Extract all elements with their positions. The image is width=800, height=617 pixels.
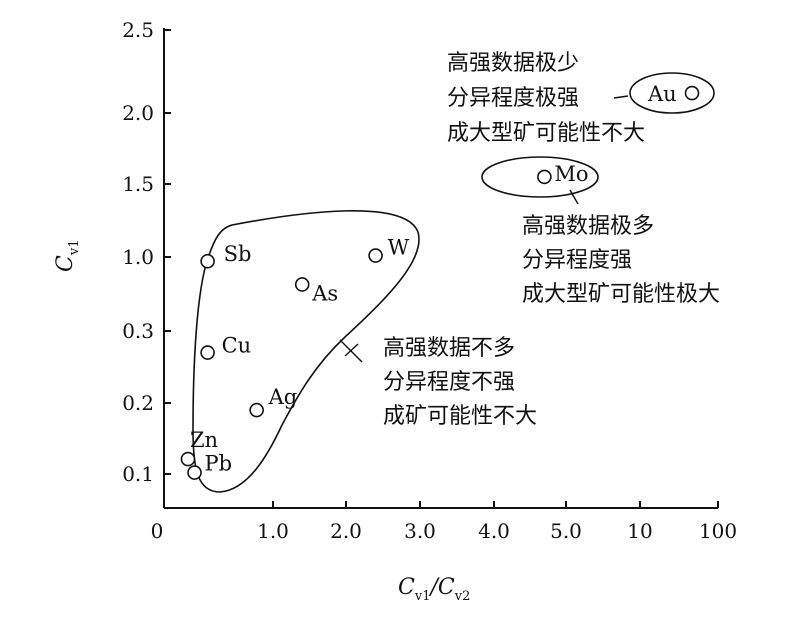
y-axis-label-sub: v1 xyxy=(67,240,82,257)
x-tick-label-4-0: 4.0 xyxy=(478,519,510,543)
annotation-rest-line-2: 分异程度不强 xyxy=(383,370,515,395)
y-tick-label-0-1: 0.1 xyxy=(122,462,154,486)
data-label-zn: Zn xyxy=(190,428,218,452)
data-label-mo: Mo xyxy=(554,162,588,186)
mo-enclosure xyxy=(481,156,599,198)
annotation-rest-line-3: 成矿可能性不大 xyxy=(383,404,537,429)
x-axis-label-slash: /C xyxy=(428,575,454,600)
data-label-pb: Pb xyxy=(205,452,233,476)
data-label-au: Au xyxy=(647,82,677,106)
data-point-zn xyxy=(180,451,196,467)
enclosures xyxy=(192,72,715,493)
data-label-ag: Ag xyxy=(268,385,298,409)
data-point-au xyxy=(684,85,700,101)
x-tick-label-10: 10 xyxy=(627,519,652,543)
main-group-enclosure xyxy=(192,209,420,493)
y-tick-label-0-3: 0.3 xyxy=(122,319,154,343)
y-axis-ticks: 0.1 0.2 0.3 1.0 1.5 2.0 2.5 xyxy=(122,18,171,486)
leader-lines xyxy=(339,95,629,363)
x-axis-label: Cv1/Cv2 xyxy=(398,575,470,604)
y-axis-label: Cv1 xyxy=(53,240,82,272)
data-label-sb: Sb xyxy=(224,242,252,266)
annotation-mo: 高强数据极多 分异程度强 成大型矿可能性极大 xyxy=(522,214,720,307)
data-label-as: As xyxy=(311,281,338,305)
y-tick-label-2-0: 2.0 xyxy=(122,101,154,125)
x-tick-label-100: 100 xyxy=(699,519,737,543)
x-tick-label-3-0: 3.0 xyxy=(404,519,436,543)
x-tick-label-5-0: 5.0 xyxy=(550,519,582,543)
au-leader-line xyxy=(613,95,629,99)
data-point-w xyxy=(368,248,383,263)
annotation-mo-line-3: 成大型矿可能性极大 xyxy=(522,282,720,307)
annotation-au-line-2: 分异程度极强 xyxy=(447,86,579,111)
x-tick-label-0: 0 xyxy=(151,519,164,543)
annotation-mo-line-2: 分异程度强 xyxy=(522,248,632,273)
data-point-as xyxy=(294,277,310,292)
rest-leader-line-2 xyxy=(344,343,359,357)
x-tick-label-1-0: 1.0 xyxy=(257,519,289,543)
data-point-ag xyxy=(249,402,264,418)
annotation-mo-line-1: 高强数据极多 xyxy=(522,214,654,239)
mo-leader-line xyxy=(569,189,579,205)
x-tick-label-2-0: 2.0 xyxy=(330,519,362,543)
y-tick-label-0-2: 0.2 xyxy=(122,391,154,415)
annotation-rest-line-1: 高强数据不多 xyxy=(383,336,515,361)
au-enclosure xyxy=(629,72,715,114)
y-tick-label-1-0: 1.0 xyxy=(122,245,154,269)
annotation-au-line-3: 成大型矿可能性不大 xyxy=(447,121,645,146)
annotation-au: 高强数据极少 分异程度极强 成大型矿可能性不大 xyxy=(447,51,645,146)
data-label-w: W xyxy=(388,236,410,260)
data-point-cu xyxy=(200,345,215,360)
annotation-au-line-1: 高强数据极少 xyxy=(447,51,579,76)
data-point-mo xyxy=(537,169,552,185)
data-point-sb xyxy=(200,253,215,269)
x-axis-label-sub1: v1 xyxy=(414,589,431,604)
annotation-rest: 高强数据不多 分异程度不强 成矿可能性不大 xyxy=(383,336,537,429)
x-axis-label-c: C xyxy=(398,575,415,600)
data-point-pb xyxy=(187,465,202,480)
y-axis-label-c: C xyxy=(53,255,78,272)
x-axis-ticks: 0 1.0 2.0 3.0 4.0 5.0 10 100 xyxy=(151,501,737,543)
y-tick-label-1-5: 1.5 xyxy=(122,172,154,196)
data-label-cu: Cu xyxy=(222,334,252,358)
axes xyxy=(163,28,718,509)
x-axis-label-sub2: v2 xyxy=(454,589,471,604)
y-tick-label-2-5: 2.5 xyxy=(122,18,154,42)
